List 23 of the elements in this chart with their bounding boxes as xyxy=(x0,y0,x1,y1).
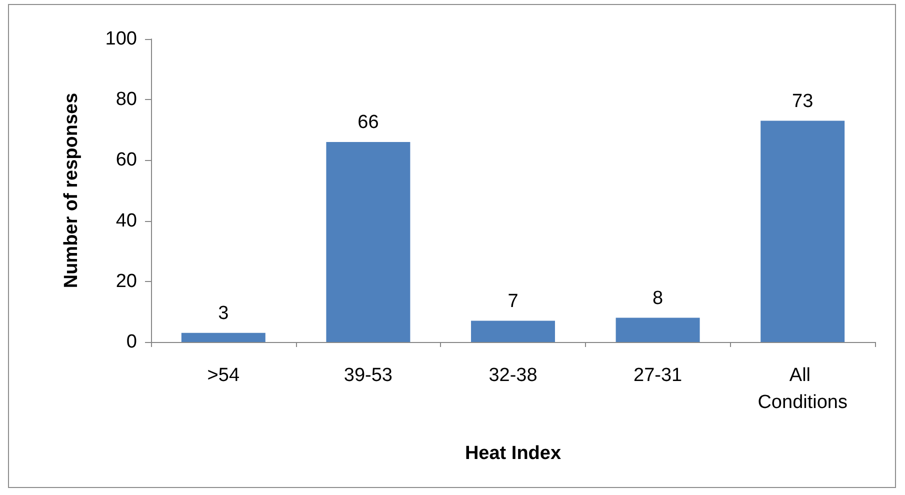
x-tick-label: >54 xyxy=(207,365,240,386)
bar xyxy=(760,120,845,342)
y-tick-label: 20 xyxy=(116,270,137,292)
data-label: 7 xyxy=(508,290,518,312)
x-tick-label: 39-53 xyxy=(344,365,393,386)
x-tick-label: All Conditions xyxy=(758,365,848,413)
bar xyxy=(471,320,555,342)
y-tick-label: 40 xyxy=(116,210,137,232)
data-label: 8 xyxy=(652,288,664,309)
x-axis-title: Heat Index xyxy=(464,443,562,464)
x-tick-label: 32-38 xyxy=(488,365,538,386)
bar xyxy=(326,142,410,342)
data-label: 73 xyxy=(792,90,814,112)
bar xyxy=(181,332,266,342)
y-tick-label: 60 xyxy=(116,150,137,171)
y-tick-label: 0 xyxy=(126,332,137,352)
x-tick-label: 27-31 xyxy=(633,365,682,386)
y-tick-label: 100 xyxy=(105,28,137,50)
bar xyxy=(616,318,700,342)
data-label: 3 xyxy=(218,302,229,324)
y-tick-label: 80 xyxy=(116,89,137,110)
y-axis-title: Number of responses xyxy=(61,92,82,288)
data-label: 66 xyxy=(358,112,379,134)
